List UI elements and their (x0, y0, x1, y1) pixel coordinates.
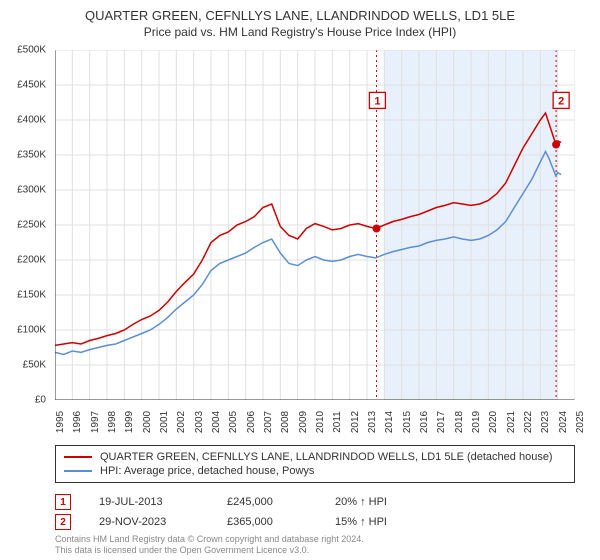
row-price: £245,000 (227, 496, 307, 508)
legend-item: QUARTER GREEN, CEFNLLYS LANE, LLANDRINDO… (64, 450, 566, 464)
y-tick-label: £0 (35, 395, 46, 406)
x-tick-label: 2007 (263, 411, 274, 433)
y-tick-label: £200K (17, 255, 46, 266)
chart-container: QUARTER GREEN, CEFNLLYS LANE, LLANDRINDO… (0, 0, 600, 560)
x-tick-label: 2013 (367, 411, 378, 433)
legend-swatch (64, 470, 92, 472)
x-tick-label: 2005 (228, 411, 239, 433)
x-tick-label: 2021 (506, 411, 517, 433)
x-tick-label: 2019 (471, 411, 482, 433)
x-tick-label: 2018 (454, 411, 465, 433)
x-tick-label: 2009 (298, 411, 309, 433)
x-tick-label: 2022 (523, 411, 534, 433)
row-date: 19-JUL-2013 (99, 496, 199, 508)
legend: QUARTER GREEN, CEFNLLYS LANE, LLANDRINDO… (55, 445, 575, 483)
y-tick-label: £50K (23, 360, 46, 371)
legend-item: HPI: Average price, detached house, Powy… (64, 464, 566, 478)
legend-swatch (64, 456, 92, 458)
x-tick-label: 2003 (194, 411, 205, 433)
x-tick-label: 1998 (107, 411, 118, 433)
y-axis: £0£50K£100K£150K£200K£250K£300K£350K£400… (0, 50, 50, 400)
plot-area: 12 (55, 50, 575, 400)
y-tick-label: £150K (17, 290, 46, 301)
row-delta: 15% ↑ HPI (335, 516, 387, 528)
x-tick-label: 1996 (72, 411, 83, 433)
x-tick-label: 2023 (540, 411, 551, 433)
y-tick-label: £250K (17, 220, 46, 231)
transaction-row: 2 29-NOV-2023 £365,000 15% ↑ HPI (55, 512, 575, 532)
x-tick-label: 2011 (332, 411, 343, 433)
row-date: 29-NOV-2023 (99, 516, 199, 528)
chart-title-main: QUARTER GREEN, CEFNLLYS LANE, LLANDRINDO… (0, 0, 600, 23)
x-tick-label: 1999 (124, 411, 135, 433)
y-tick-label: £350K (17, 150, 46, 161)
row-delta: 20% ↑ HPI (335, 496, 387, 508)
x-axis: 1995 1996 1997 1998 1999 2000 2001 2002 2003 2004… (55, 402, 575, 442)
y-tick-label: £300K (17, 185, 46, 196)
x-tick-label: 2025 (575, 411, 586, 433)
x-tick-label: 2002 (176, 411, 187, 433)
footer-line-2: This data is licensed under the Open Gov… (55, 545, 364, 556)
row-marker-box: 2 (55, 514, 71, 530)
x-tick-label: 2017 (436, 411, 447, 433)
x-tick-label: 2020 (488, 411, 499, 433)
x-tick-label: 2014 (384, 411, 395, 433)
row-price: £365,000 (227, 516, 307, 528)
chart-title-sub: Price paid vs. HM Land Registry's House … (0, 23, 600, 43)
marker-dot-2 (552, 141, 560, 149)
x-tick-label: 2024 (558, 411, 569, 433)
y-tick-label: £450K (17, 80, 46, 91)
x-tick-label: 2016 (419, 411, 430, 433)
transaction-rows: 1 19-JUL-2013 £245,000 20% ↑ HPI 2 29-NOV-202… (55, 492, 575, 532)
legend-label: HPI: Average price, detached house, Powy… (100, 465, 314, 477)
x-tick-label: 1997 (90, 411, 101, 433)
x-tick-label: 2004 (211, 411, 222, 433)
x-tick-label: 1995 (55, 411, 66, 433)
x-tick-label: 2010 (315, 411, 326, 433)
marker-label-text-1: 1 (374, 95, 380, 107)
row-marker-box: 1 (55, 494, 71, 510)
x-tick-label: 2012 (350, 411, 361, 433)
attribution-footer: Contains HM Land Registry data © Crown c… (55, 534, 364, 556)
legend-label: QUARTER GREEN, CEFNLLYS LANE, LLANDRINDO… (100, 451, 553, 463)
x-tick-label: 2006 (246, 411, 257, 433)
x-tick-label: 2000 (142, 411, 153, 433)
transaction-row: 1 19-JUL-2013 £245,000 20% ↑ HPI (55, 492, 575, 512)
y-tick-label: £400K (17, 115, 46, 126)
y-tick-label: £100K (17, 325, 46, 336)
footer-line-1: Contains HM Land Registry data © Crown c… (55, 534, 364, 545)
x-tick-label: 2008 (280, 411, 291, 433)
y-tick-label: £500K (17, 45, 46, 56)
marker-dot-1 (373, 225, 381, 233)
marker-label-text-2: 2 (558, 95, 564, 107)
x-tick-label: 2015 (402, 411, 413, 433)
x-tick-label: 2001 (159, 411, 170, 433)
